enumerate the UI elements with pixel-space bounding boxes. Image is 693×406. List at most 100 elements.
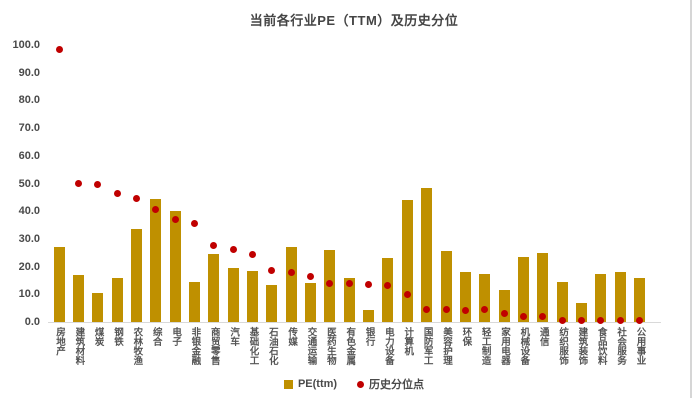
y-axis-tick-label: 10.0 (18, 288, 40, 301)
percentile-dot-农林牧渔 (132, 195, 140, 203)
x-axis-label-建筑装饰: 建筑装饰 (576, 327, 588, 365)
y-axis-tick-label: 70.0 (18, 122, 40, 135)
pe-bar-非银金融 (188, 281, 200, 322)
pe-bar-传媒 (285, 247, 297, 322)
pe-bar-swatch-icon (283, 379, 293, 389)
percentile-dot-环保 (461, 307, 469, 315)
y-axis-tick-label: 30.0 (18, 232, 40, 245)
x-axis-label-环保: 环保 (460, 327, 472, 346)
x-axis-label-纺织服饰: 纺织服饰 (557, 327, 569, 365)
x-axis-label-社会服务: 社会服务 (615, 327, 627, 365)
percentile-dot-swatch-icon (357, 380, 365, 388)
pe-bar-银行 (363, 309, 375, 322)
pe-bar-钢铁 (111, 277, 123, 322)
x-axis-line (48, 322, 661, 323)
percentile-dot-综合 (152, 206, 160, 214)
x-axis-label-有色金属: 有色金属 (344, 327, 356, 365)
percentile-dot-汽车 (229, 246, 237, 254)
x-axis-label-非银金融: 非银金融 (189, 327, 201, 365)
percentile-dot-家用电器 (500, 310, 508, 318)
screenshot-right-edge-line (690, 0, 692, 398)
pe-bar-美容护理 (440, 251, 452, 322)
pe-bar-有色金属 (343, 277, 355, 322)
pe-bar-通信 (537, 252, 549, 322)
x-axis-label-电子: 电子 (170, 327, 182, 346)
pe-bar-汽车 (227, 267, 239, 322)
pe-bar-纺织服饰 (556, 281, 568, 322)
y-axis-tick-label: 0.0 (24, 316, 40, 328)
percentile-dot-煤炭 (94, 181, 102, 189)
percentile-dot-食品饮料 (597, 317, 605, 325)
x-axis-label-汽车: 汽车 (228, 327, 240, 346)
percentile-dot-建筑装饰 (577, 317, 585, 325)
legend-item-pe: PE(ttm) (283, 378, 338, 390)
x-axis-label-计算机: 计算机 (402, 327, 414, 356)
legend-item-percentile: 历史分位点 (357, 376, 424, 392)
x-axis-label-综合: 综合 (150, 327, 162, 346)
pe-bar-基础化工 (247, 270, 258, 322)
percentile-dot-钢铁 (113, 189, 121, 197)
pe-bar-食品饮料 (595, 273, 607, 322)
percentile-dot-有色金属 (345, 279, 353, 287)
x-axis-label-机械设备: 机械设备 (518, 327, 530, 365)
x-axis-label-医药生物: 医药生物 (324, 327, 336, 365)
percentile-dot-电子 (171, 216, 179, 223)
pe-bar-电子 (169, 211, 181, 322)
percentile-dot-非银金融 (190, 220, 198, 228)
legend-label-pe: PE(ttm) (297, 378, 338, 390)
x-axis-label-通信: 通信 (537, 327, 549, 346)
x-axis-label-食品饮料: 食品饮料 (595, 327, 607, 365)
x-axis-label-石油石化: 石油石化 (266, 327, 278, 365)
percentile-dot-计算机 (403, 290, 411, 298)
x-axis-label-房地产: 房地产 (53, 327, 65, 356)
x-axis-label-钢铁: 钢铁 (112, 327, 124, 346)
pe-bar-社会服务 (614, 272, 626, 322)
percentile-dot-石油石化 (268, 267, 276, 275)
percentile-dot-轻工制造 (481, 306, 489, 314)
percentile-dot-银行 (365, 281, 373, 289)
pe-bar-公用事业 (634, 277, 645, 322)
y-axis-tick-label: 80.0 (18, 94, 40, 107)
y-axis-tick-label: 50.0 (18, 177, 40, 190)
percentile-dot-交通运输 (307, 272, 315, 280)
pe-bar-石油石化 (266, 284, 278, 322)
x-axis-label-建筑材料: 建筑材料 (73, 327, 85, 365)
percentile-dot-通信 (539, 312, 547, 320)
percentile-dot-机械设备 (519, 312, 527, 320)
pe-bar-国防军工 (421, 187, 433, 322)
y-axis-tick-label: 40.0 (18, 205, 40, 218)
percentile-dot-商贸零售 (210, 242, 218, 250)
pe-bar-综合 (150, 198, 162, 322)
pe-bar-交通运输 (305, 283, 317, 322)
pe-bar-建筑材料 (72, 274, 84, 322)
pe-bar-家用电器 (498, 290, 510, 322)
percentile-dot-电力设备 (384, 282, 392, 290)
x-axis-label-轻工制造: 轻工制造 (479, 327, 491, 365)
legend-label-percentile: 历史分位点 (369, 379, 425, 391)
x-axis-label-美容护理: 美容护理 (440, 327, 452, 365)
x-axis-label-国防军工: 国防军工 (421, 327, 433, 365)
pe-bar-机械设备 (517, 256, 529, 322)
pe-bar-轻工制造 (479, 273, 491, 322)
x-axis-label-公用事业: 公用事业 (634, 327, 646, 365)
percentile-dot-房地产 (55, 45, 63, 53)
percentile-dot-美容护理 (442, 306, 450, 314)
percentile-dot-社会服务 (616, 317, 624, 325)
pe-bar-商贸零售 (208, 254, 220, 322)
percentile-dot-基础化工 (249, 250, 256, 258)
x-axis-label-交通运输: 交通运输 (305, 327, 317, 365)
pe-bar-房地产 (53, 247, 65, 322)
x-axis-label-家用电器: 家用电器 (499, 327, 511, 365)
percentile-dot-建筑材料 (74, 180, 82, 187)
pe-bar-建筑装饰 (575, 302, 587, 322)
pe-bar-环保 (459, 272, 471, 322)
x-axis-label-电力设备: 电力设备 (382, 327, 394, 365)
y-axis-tick-label: 20.0 (18, 260, 40, 273)
percentile-dot-国防军工 (423, 306, 431, 314)
chart-legend: PE(ttm) 历史分位点 (48, 376, 660, 392)
y-axis-tick-label: 100.0 (12, 39, 40, 51)
x-axis-label-基础化工: 基础化工 (247, 327, 259, 365)
chart-title: 当前各行业PE（TTM）及历史分位 (249, 13, 459, 28)
